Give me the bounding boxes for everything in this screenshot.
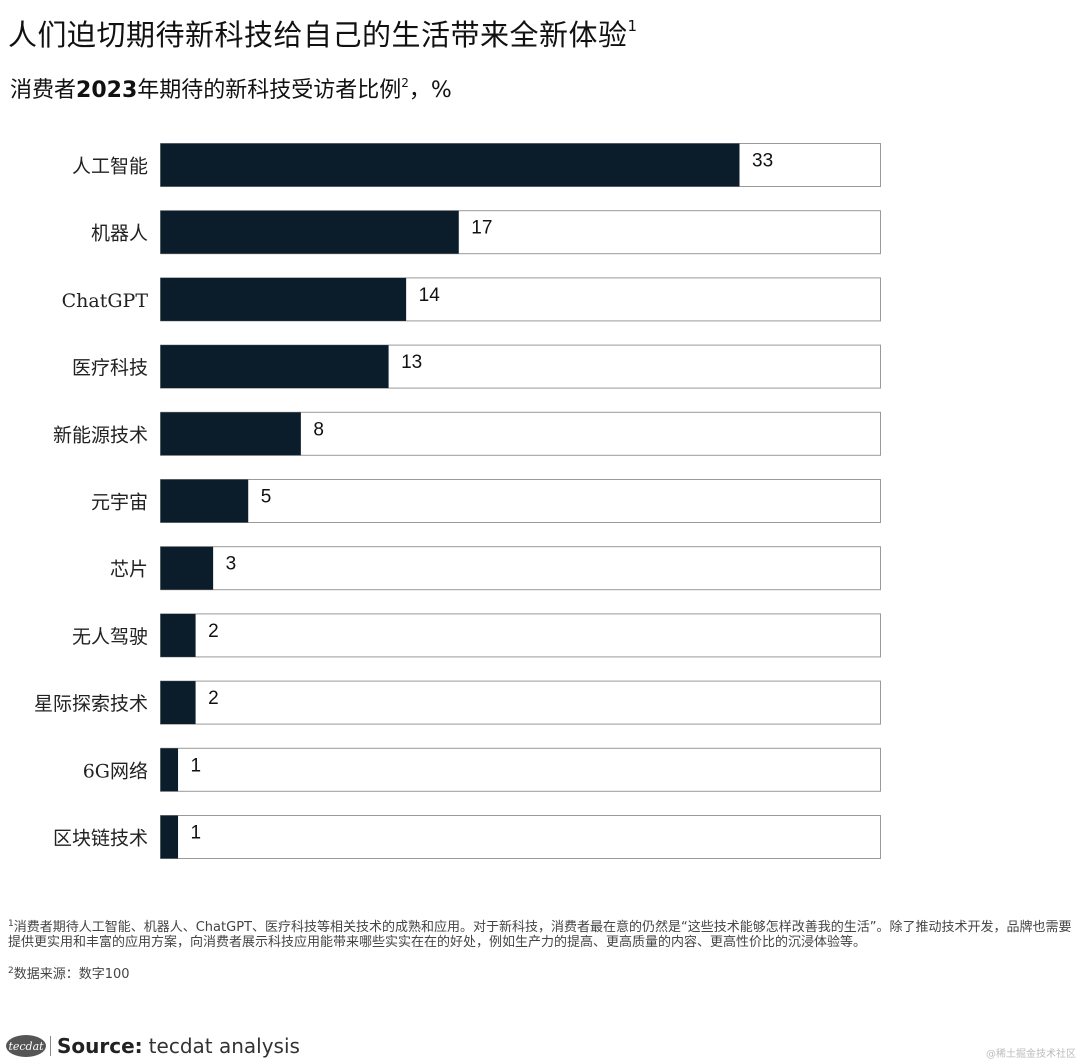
bar <box>160 748 179 792</box>
subtitle-unit: ，% <box>408 78 452 103</box>
watermark: @稀土掘金技术社区 <box>986 1049 1076 1060</box>
bar <box>160 277 407 321</box>
source-line: tecdat Source: tecdat analysis <box>6 1032 300 1060</box>
data-label: 2 <box>208 621 219 642</box>
tecdat-logo-icon: tecdat <box>6 1035 46 1057</box>
footnotes: 1消费者期待人工智能、机器人、ChatGPT、医疗科技等相关技术的成熟和应用。对… <box>8 917 1076 996</box>
category-label: 无人驾驶 <box>72 626 148 648</box>
source-label: Source: <box>57 1034 143 1058</box>
category-label: 新能源技术 <box>53 424 148 446</box>
source-text: tecdat analysis <box>148 1034 300 1058</box>
footnote-1: 1消费者期待人工智能、机器人、ChatGPT、医疗科技等相关技术的成熟和应用。对… <box>8 917 1076 950</box>
category-label: 机器人 <box>91 223 148 245</box>
bar <box>160 681 196 725</box>
bar-chart: 人工智能 33 机器人 17 ChatGPT 14 医疗科技 13 新能源技术 8 元宇宙 5 芯片 3 无… <box>34 143 881 859</box>
subtitle-post: 年期待的新科技受访者比例 <box>137 78 402 103</box>
bar-track <box>160 613 881 658</box>
bar <box>160 345 389 389</box>
source-divider <box>50 1036 51 1056</box>
data-label: 33 <box>752 151 773 172</box>
bar <box>160 412 301 456</box>
footnote-1-text: 消费者期待人工智能、机器人、ChatGPT、医疗科技等相关技术的成熟和应用。对于… <box>8 920 1072 950</box>
bar <box>160 613 196 657</box>
bar-track <box>160 815 881 859</box>
bar <box>160 479 249 523</box>
category-label: 6G网络 <box>83 760 148 782</box>
data-label: 2 <box>208 688 219 709</box>
footnote-2-text: 数据来源：数字100 <box>13 967 130 982</box>
data-label: 3 <box>226 554 237 575</box>
title-footnote-marker: 1 <box>627 17 638 35</box>
data-label: 1 <box>191 823 202 844</box>
category-label: ChatGPT <box>62 290 149 312</box>
data-label: 13 <box>401 352 422 373</box>
bar <box>160 210 459 254</box>
bar <box>160 546 214 590</box>
category-label: 芯片 <box>110 559 148 581</box>
category-label: 人工智能 <box>72 156 148 178</box>
chart-subtitle: 消费者2023年期待的新科技受访者比例2，% <box>10 66 452 108</box>
bar <box>160 815 179 859</box>
category-label: 元宇宙 <box>91 492 148 514</box>
footnote-2-marker: 2 <box>8 966 14 976</box>
data-label: 1 <box>191 755 202 776</box>
bar-track <box>160 546 881 591</box>
subtitle-footnote-marker: 2 <box>401 76 409 90</box>
subtitle-year: 2023 <box>76 78 138 103</box>
page-title: 人们迫切期待新科技给自己的生活带来全新体验1 <box>8 6 638 55</box>
category-label: 星际探索技术 <box>34 693 148 715</box>
title-text: 人们迫切期待新科技给自己的生活带来全新体验 <box>8 18 628 52</box>
footnote-1-marker: 1 <box>8 919 14 929</box>
category-label: 医疗科技 <box>72 357 148 379</box>
data-label: 8 <box>313 419 324 440</box>
bar-track <box>160 479 881 523</box>
bar-track <box>160 680 881 725</box>
bar <box>160 143 740 187</box>
data-label: 5 <box>261 487 272 508</box>
category-label: 区块链技术 <box>53 828 148 850</box>
bar-track <box>160 747 881 792</box>
data-label: 17 <box>471 218 492 239</box>
data-label: 14 <box>419 285 441 306</box>
subtitle-pre: 消费者 <box>10 78 77 103</box>
footnote-2: 2数据来源：数字100 <box>8 964 1076 982</box>
